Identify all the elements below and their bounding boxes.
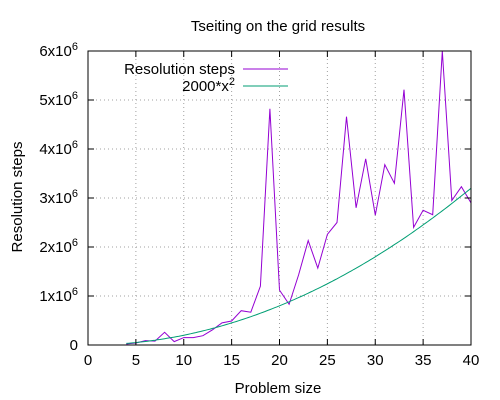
x-tick-label: 5 [132, 352, 140, 369]
x-tick-label: 40 [463, 352, 480, 369]
y-tick-label: 0 [70, 337, 78, 354]
x-tick-label: 0 [84, 352, 92, 369]
y-tick-label: 1x106 [39, 286, 78, 305]
grid-layer [88, 51, 471, 345]
y-tick-label: 3x106 [39, 188, 78, 207]
y-axis-label: Resolution steps [9, 142, 26, 253]
chart-title: Tseiting on the grid results [191, 18, 365, 35]
y-tick-label: 4x106 [39, 139, 78, 158]
series-line-2000x2 [126, 187, 472, 344]
x-tick-label: 20 [271, 352, 288, 369]
x-axis-label: Problem size [235, 380, 322, 397]
legend-entry-2000x2-label: 2000*x2 [182, 76, 235, 95]
series-layer [126, 50, 472, 345]
x-tick-label: 35 [415, 352, 432, 369]
tick-layer: 0 5 10 15 20 25 30 35 40 0 1x106 2x106 3x106 4x106 5x1… [39, 41, 479, 369]
legend-entry-resolution-steps-label: Resolution steps [124, 61, 235, 78]
y-tick-label: 6x106 [39, 41, 78, 60]
x-tick-label: 25 [319, 352, 336, 369]
x-tick-label: 10 [175, 352, 192, 369]
x-tick-label: 30 [367, 352, 384, 369]
x-tick-label: 15 [223, 352, 240, 369]
y-tick-label: 2x106 [39, 237, 78, 256]
series-line-resolution-steps [126, 50, 472, 345]
y-tick-label: 5x106 [39, 90, 78, 109]
